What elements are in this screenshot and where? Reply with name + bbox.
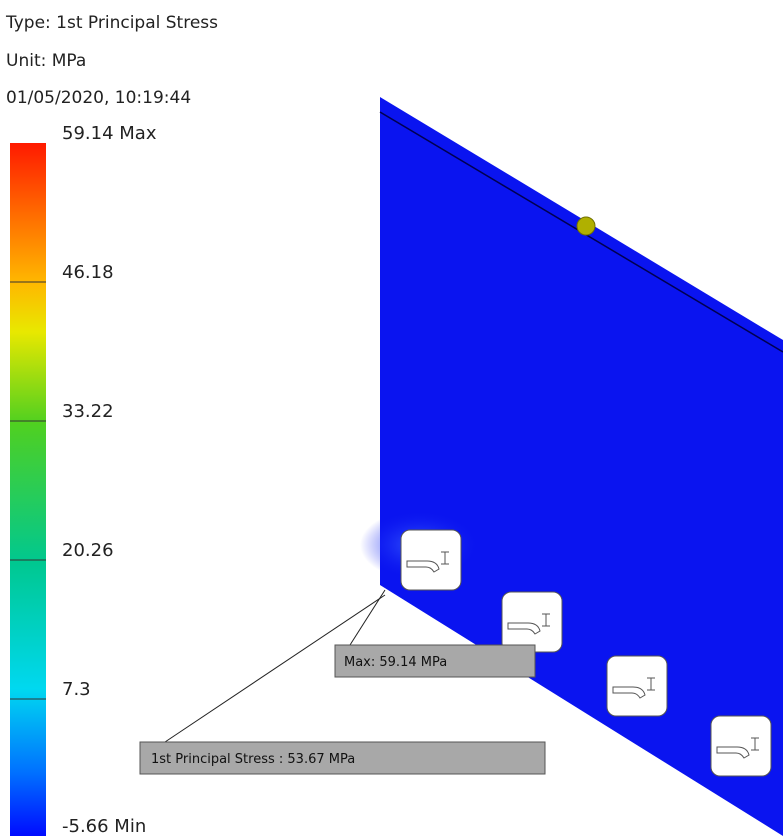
color-bar xyxy=(10,143,46,836)
legend-label: 46.18 xyxy=(62,262,114,283)
result-unit: Unit: MPa xyxy=(6,51,86,71)
legend-label: 20.26 xyxy=(62,540,114,561)
result-timestamp: 01/05/2020, 10:19:44 xyxy=(6,88,191,108)
legend-label: 59.14 Max xyxy=(62,123,157,144)
legend-label: 33.22 xyxy=(62,401,114,422)
legend-label: 7.3 xyxy=(62,679,91,700)
result-type: Type: 1st Principal Stress xyxy=(5,13,218,33)
legend-label: -5.66 Min xyxy=(62,816,146,836)
viewport: Type: 1st Principal Stress Unit: MPa 01/… xyxy=(0,0,783,836)
probe-point xyxy=(577,217,595,235)
probe-label: Max: 59.14 MPa xyxy=(344,655,447,670)
probe-label: 1st Principal Stress : 53.67 MPa xyxy=(151,752,355,767)
